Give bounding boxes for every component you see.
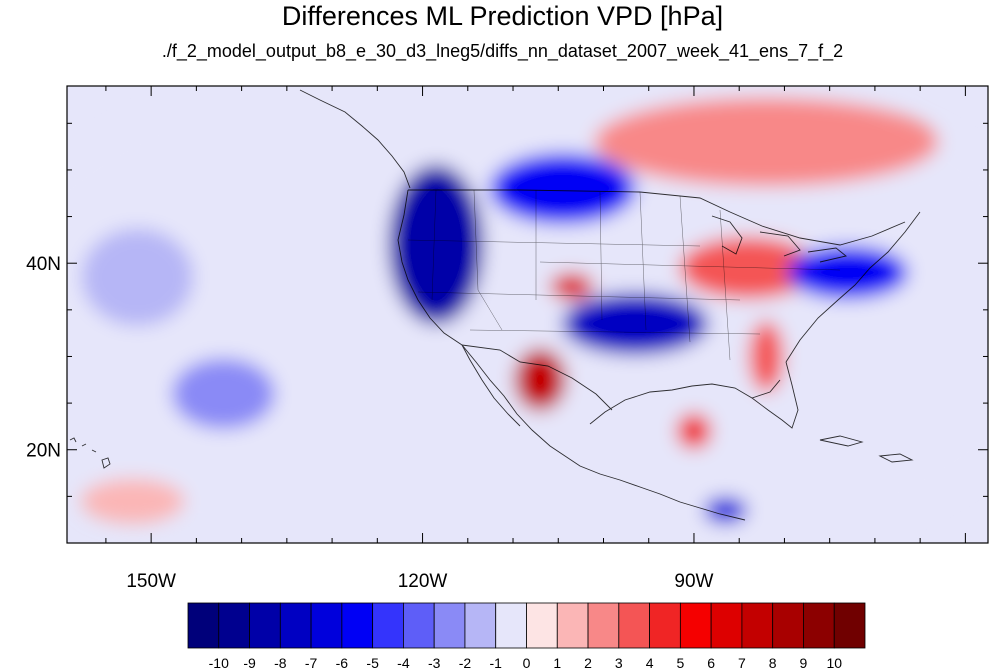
lon-label: 150W [126,571,176,592]
colorbar-swatch [803,602,835,649]
value-zone [787,245,908,300]
colorbar-label: -4 [397,655,410,671]
lon-label: 90W [674,571,713,592]
us-canada-border [408,189,906,246]
hawaii-islands [69,437,111,469]
value-zone [562,292,709,355]
atlantic-coast [785,211,921,363]
colorbar-label: 6 [707,655,715,671]
value-zone [676,413,712,449]
colorbar-swatch [833,602,866,649]
value-zone [704,497,748,524]
lat-label: 40N [26,254,61,275]
colorbar-swatch [556,602,589,649]
colorbar-swatch [433,602,466,649]
colorbar-label: -8 [274,655,287,671]
value-zone [81,228,194,326]
colorbar-label: -9 [243,655,256,671]
axis-ticks [67,86,988,544]
colorbar-label: -7 [305,655,318,671]
colorbar [187,602,866,649]
coastlines [69,89,921,521]
value-zone [749,321,784,392]
colorbar-swatch [649,602,681,649]
value-zone [679,236,818,299]
colorbar-label: 0 [523,655,531,671]
colorbar-swatch [587,602,620,649]
colorbar-swatch [341,602,374,649]
colorbar-swatch [310,602,343,649]
value-zone [514,348,566,411]
colorbar-label: 4 [646,655,654,671]
colorbar-label: -10 [209,655,229,671]
caribbean-islands [819,435,914,463]
colorbar-swatch [772,602,804,649]
value-zone [594,97,939,187]
plot-area [67,86,988,543]
colorbar-swatch [741,602,774,649]
colorbar-swatch [679,602,712,649]
map-subtitle: ./f_2_model_output_b8_e_30_d3_lneg5/diff… [161,41,844,61]
colorbar-swatch [464,602,497,649]
colorbar-label: 10 [826,655,842,671]
gulf-coast [589,379,781,425]
colorbar-swatch [187,602,220,649]
value-zones [67,86,988,543]
colorbar-label: -2 [459,655,472,671]
colorbar-label: -1 [490,655,503,671]
colorbar-label: 8 [769,655,777,671]
colorbar-label: -6 [336,655,349,671]
colorbar-label: 2 [584,655,592,671]
longitude-labels: 150W 120W 90W [126,571,713,592]
latitude-labels: 40N 20N [26,254,61,462]
colorbar-labels: -10 -9 -8 -7 -6 -5 -4 -3 -2 -1 0 1 2 3 4 5 6 7 8 9 10 [209,655,843,671]
colorbar-label: 1 [553,655,561,671]
state-borders [407,189,841,361]
value-zone [550,273,594,300]
colorbar-label: 7 [738,655,746,671]
alaska-panhandle-coast [299,89,411,189]
colorbar-swatch [495,602,527,649]
lat-label: 20N [26,441,61,462]
us-mexico-border [461,344,613,411]
colorbar-swatch [372,602,404,649]
colorbar-label: 3 [615,655,623,671]
colorbar-swatch [526,602,558,649]
colorbar-label: 9 [800,655,808,671]
value-zone [81,478,185,524]
value-zone [67,86,988,543]
baja-california-coast [461,344,521,427]
plot-frame [66,85,989,544]
colorbar-swatch [618,602,650,649]
colorbar-swatch [218,602,250,649]
pacific-coastline [397,189,746,521]
value-zone [489,153,636,225]
value-zone [171,358,276,430]
colorbar-label: 5 [676,655,684,671]
florida-coast [751,361,799,429]
colorbar-label: -3 [428,655,441,671]
colorbar-swatch [710,602,743,649]
lon-label: 120W [398,571,448,592]
colorbar-label: -5 [366,655,379,671]
colorbar-swatch [403,602,435,649]
colorbar-swatch [249,602,281,649]
value-zone [388,164,484,325]
map-title: Differences ML Prediction VPD [hPa] [281,1,724,31]
great-lakes [711,215,848,263]
colorbar-swatch [279,602,312,649]
